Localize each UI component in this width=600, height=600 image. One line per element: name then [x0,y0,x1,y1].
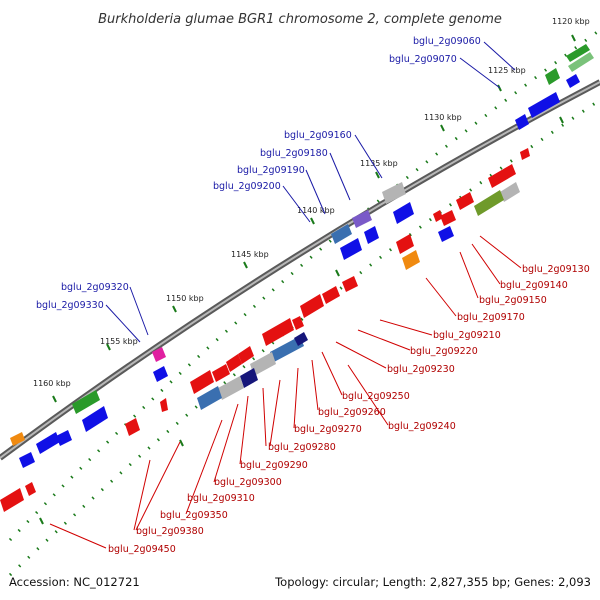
gene-bglu-2g09260[interactable] [262,318,294,346]
gene-reverse-2[interactable] [456,192,474,210]
gene-bglu-2g09180[interactable] [352,210,372,228]
gene-bglu-2g09230[interactable] [342,276,358,292]
label-bglu-2g09260[interactable]: bglu_2g09260 [318,407,386,418]
gene-forward-7[interactable] [82,406,108,432]
gene-bglu-2g09240[interactable] [292,316,304,330]
gene-reverse-9[interactable] [190,370,214,394]
tick-label-1150: 1150 kbp [166,294,204,303]
label-bglu-2g09160[interactable]: bglu_2g09160 [284,130,352,141]
gene-bglu-2g09060[interactable] [566,44,590,62]
gene-bglu-2g09200[interactable] [331,224,352,244]
tick-label-1160: 1160 kbp [33,379,71,388]
gene-bglu-2g09070[interactable] [545,68,560,85]
label-bglu-2g09330[interactable]: bglu_2g09330 [36,300,104,311]
tick-label-1125: 1125 kbp [488,66,526,75]
gene-reverse-1[interactable] [520,148,530,160]
gene-forward-4[interactable] [393,202,414,224]
gene-bglu-2g09320[interactable] [152,347,166,362]
label-bglu-2g09250[interactable]: bglu_2g09250 [342,391,410,402]
gene-bglu-2g09280[interactable] [294,332,308,346]
accession-text: Accession: NC_012721 [9,575,140,589]
gene-reverse-6[interactable] [238,346,254,364]
bottom-leader-lines [49,235,522,549]
gene-bglu-2g09290[interactable] [250,352,276,376]
gene-reverse-4[interactable] [433,210,443,222]
label-bglu-2g09060[interactable]: bglu_2g09060 [413,36,481,47]
tick-label-1145: 1145 kbp [231,250,269,259]
label-bglu-2g09290[interactable]: bglu_2g09290 [240,460,308,471]
tick-label-1130: 1130 kbp [424,113,462,122]
label-bglu-2g09170[interactable]: bglu_2g09170 [457,312,525,323]
map-title: Burkholderia glumae BGR1 chromosome 2, c… [98,12,502,27]
gene-forward-11[interactable] [10,432,25,446]
gene-bglu-2g09330[interactable] [153,366,168,382]
label-bglu-2g09300[interactable]: bglu_2g09300 [214,477,282,488]
tick-label-1135: 1135 kbp [360,159,398,168]
label-bglu-2g09240[interactable]: bglu_2g09240 [388,421,456,432]
gene-forward-2[interactable] [528,92,560,118]
gene-bglu-2g09150[interactable] [474,190,504,216]
gene-forward-8[interactable] [36,432,60,454]
gene-reverse-10[interactable] [125,418,140,436]
tick-label-1120: 1120 kbp [552,17,590,26]
reverse-strand-genes [0,148,530,512]
gene-bglu-2g09060-shade [568,52,594,72]
label-bglu-2g09220[interactable]: bglu_2g09220 [410,346,478,357]
label-bglu-2g09320[interactable]: bglu_2g09320 [61,282,129,293]
label-bglu-2g09150[interactable]: bglu_2g09150 [479,295,547,306]
gene-reverse-3[interactable] [440,210,456,226]
label-bglu-2g09450[interactable]: bglu_2g09450 [108,544,176,555]
gene-bglu-2g09380[interactable] [160,398,168,412]
label-bglu-2g09190[interactable]: bglu_2g09190 [237,165,305,176]
label-bglu-2g09070[interactable]: bglu_2g09070 [389,54,457,65]
gene-forward-10[interactable] [19,452,35,468]
gene-bglu-2g09270[interactable] [270,336,304,362]
label-bglu-2g09280[interactable]: bglu_2g09280 [268,442,336,453]
gene-bglu-2g09250[interactable] [300,294,324,318]
tick-label-1140: 1140 kbp [297,206,335,215]
label-bglu-2g09130[interactable]: bglu_2g09130 [522,264,590,275]
gene-bglu-2g09300[interactable] [240,368,258,388]
label-bglu-2g09140[interactable]: bglu_2g09140 [500,280,568,291]
top-leader-lines [105,41,516,343]
gene-bglu-2g09190[interactable] [364,226,379,244]
label-bglu-2g09180[interactable]: bglu_2g09180 [260,148,328,159]
gene-forward-5[interactable] [340,238,362,260]
gene-reverse-11[interactable] [25,482,36,496]
gene-bglu-2g09210[interactable] [396,234,414,254]
gene-bglu-2g09170[interactable] [438,226,454,242]
topology-text: Topology: circular; Length: 2,827,355 bp… [274,575,591,589]
gene-bglu-2g09140[interactable] [500,182,520,202]
gene-bglu-2g09220[interactable] [402,250,420,270]
gene-forward-1[interactable] [566,74,580,88]
label-bglu-2g09210[interactable]: bglu_2g09210 [433,330,501,341]
gene-forward-3[interactable] [515,114,529,130]
gene-reverse-5[interactable] [322,286,340,304]
gene-reverse-7[interactable] [226,354,242,372]
gene-forward-9[interactable] [56,430,72,446]
label-bglu-2g09380[interactable]: bglu_2g09380 [136,526,204,537]
label-bglu-2g09200[interactable]: bglu_2g09200 [213,181,281,192]
gene-bglu-2g09160[interactable] [382,182,406,204]
gene-reverse-8[interactable] [212,364,230,382]
label-bglu-2g09310[interactable]: bglu_2g09310 [187,493,255,504]
inner-tick-ring [8,98,600,577]
forward-strand-genes [10,44,594,468]
label-bglu-2g09350[interactable]: bglu_2g09350 [160,510,228,521]
label-bglu-2g09270[interactable]: bglu_2g09270 [294,424,362,435]
gene-bglu-2g09350[interactable] [197,386,222,410]
gene-bglu-2g09130[interactable] [488,164,516,188]
gene-forward-6[interactable] [72,390,100,414]
gene-bglu-2g09310[interactable] [218,376,244,400]
gene-bglu-2g09450[interactable] [0,488,24,512]
tick-label-1155: 1155 kbp [100,337,138,346]
label-bglu-2g09230[interactable]: bglu_2g09230 [387,364,455,375]
